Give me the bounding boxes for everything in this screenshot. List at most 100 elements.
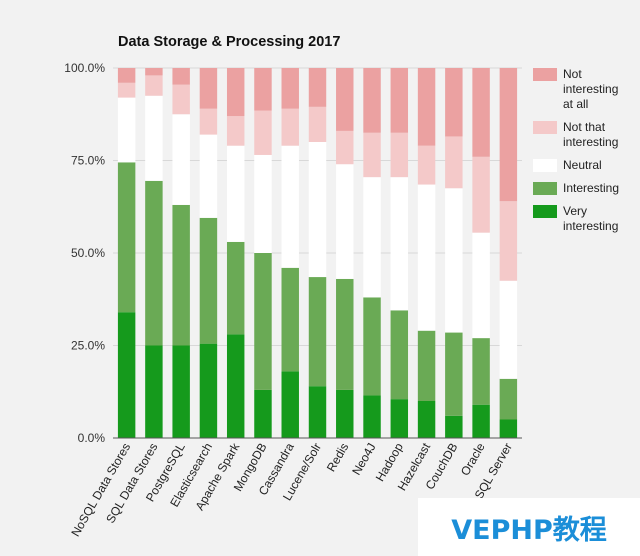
bar-segment bbox=[417, 330, 436, 401]
bar-segment bbox=[363, 297, 381, 396]
bar-segment bbox=[308, 68, 327, 107]
legend-label: at all bbox=[563, 97, 588, 111]
bar-segment bbox=[281, 108, 299, 146]
bar-segment bbox=[499, 378, 518, 420]
legend-label: Not that bbox=[563, 120, 606, 134]
bar-segment bbox=[226, 241, 245, 335]
bar-segment bbox=[445, 415, 463, 438]
bar-segment bbox=[336, 68, 354, 131]
bar-segment bbox=[308, 142, 327, 278]
bar-segment bbox=[254, 154, 272, 253]
bar-segment bbox=[308, 277, 327, 387]
legend-label: Neutral bbox=[563, 158, 602, 172]
bar-segment bbox=[172, 345, 190, 438]
bar-segment bbox=[145, 68, 163, 76]
legend-label: Very bbox=[563, 204, 587, 218]
bar-segment bbox=[199, 108, 218, 135]
bar-segment bbox=[445, 332, 463, 416]
bar-segment bbox=[199, 134, 218, 218]
x-category-label: Redis bbox=[324, 441, 351, 475]
bar-segment bbox=[472, 68, 490, 157]
bar-segment bbox=[390, 177, 409, 311]
bar-segment bbox=[336, 164, 354, 279]
y-tick-label: 100.0% bbox=[64, 61, 105, 75]
y-tick-label: 75.0% bbox=[71, 154, 105, 168]
y-tick-label: 50.0% bbox=[71, 246, 105, 260]
bar-segment bbox=[417, 145, 436, 185]
bar-segment bbox=[472, 232, 490, 339]
bar-segment bbox=[281, 371, 299, 438]
bar-segment bbox=[472, 338, 490, 405]
bar-segment bbox=[172, 84, 190, 115]
bar-segment bbox=[117, 82, 136, 98]
legend-swatch bbox=[533, 121, 557, 134]
bar-segment bbox=[117, 162, 136, 313]
legend-swatch bbox=[533, 205, 557, 218]
legend-swatch bbox=[533, 182, 557, 195]
bar-segment bbox=[472, 156, 490, 233]
legend-entry: Neutral bbox=[533, 158, 602, 172]
bar-segment bbox=[254, 68, 272, 111]
bar-segment bbox=[363, 177, 381, 298]
bar-segment bbox=[226, 116, 245, 146]
bar-segment bbox=[336, 130, 354, 165]
watermark: VEPHP教程 bbox=[418, 498, 640, 556]
bar-segment bbox=[254, 389, 272, 438]
bar-segment bbox=[499, 201, 518, 281]
bar-segment bbox=[199, 217, 218, 344]
bar-segment bbox=[445, 136, 463, 189]
legend-label: interesting bbox=[563, 135, 618, 149]
bar-segment bbox=[226, 334, 245, 438]
bar-segment bbox=[472, 404, 490, 438]
legend-swatch bbox=[533, 68, 557, 81]
y-tick-label: 0.0% bbox=[78, 431, 106, 445]
bar-segment bbox=[172, 68, 190, 85]
bar-segment bbox=[390, 399, 409, 438]
bar-segment bbox=[499, 68, 518, 202]
bar-segment bbox=[281, 145, 299, 268]
bar-segment bbox=[281, 68, 299, 109]
bar-segment bbox=[390, 68, 409, 133]
bar-segment bbox=[199, 68, 218, 109]
legend-label: Interesting bbox=[563, 181, 619, 195]
bar-segment bbox=[117, 312, 136, 438]
bar-segment bbox=[199, 343, 218, 438]
x-category-label: Neo4J bbox=[349, 441, 378, 478]
bar-segment bbox=[172, 114, 190, 205]
bar-segment bbox=[145, 75, 163, 96]
bar-segment bbox=[336, 278, 354, 390]
y-tick-label: 25.0% bbox=[71, 339, 105, 353]
bar-segment bbox=[117, 97, 136, 163]
bar-segment bbox=[145, 345, 163, 438]
bar-segment bbox=[363, 395, 381, 438]
bar-segment bbox=[145, 180, 163, 346]
bar-segment bbox=[390, 310, 409, 400]
bar-segment bbox=[308, 386, 327, 438]
bar-segment bbox=[226, 145, 245, 242]
legend-label: Not bbox=[563, 67, 582, 81]
bar-segment bbox=[499, 280, 518, 379]
bar-segment bbox=[281, 267, 299, 372]
bar-segment bbox=[226, 68, 245, 117]
bar-segment bbox=[308, 106, 327, 142]
bar-segment bbox=[390, 132, 409, 178]
bar-segment bbox=[336, 389, 354, 438]
bar-segment bbox=[117, 68, 136, 83]
legend-label: interesting bbox=[563, 219, 618, 233]
legend-entry: Interesting bbox=[533, 181, 619, 195]
legend-label: interesting bbox=[563, 82, 618, 96]
bar-segment bbox=[172, 204, 190, 346]
bar-segment bbox=[254, 253, 272, 390]
bar-segment bbox=[417, 68, 436, 146]
bar-segment bbox=[145, 95, 163, 181]
bar-segment bbox=[363, 132, 381, 178]
chart-title: Data Storage & Processing 2017 bbox=[118, 34, 340, 50]
bar-segment bbox=[417, 401, 436, 438]
bar-segment bbox=[445, 68, 463, 137]
bar-segment bbox=[254, 110, 272, 155]
bar-segment bbox=[363, 68, 381, 133]
legend-swatch bbox=[533, 159, 557, 172]
